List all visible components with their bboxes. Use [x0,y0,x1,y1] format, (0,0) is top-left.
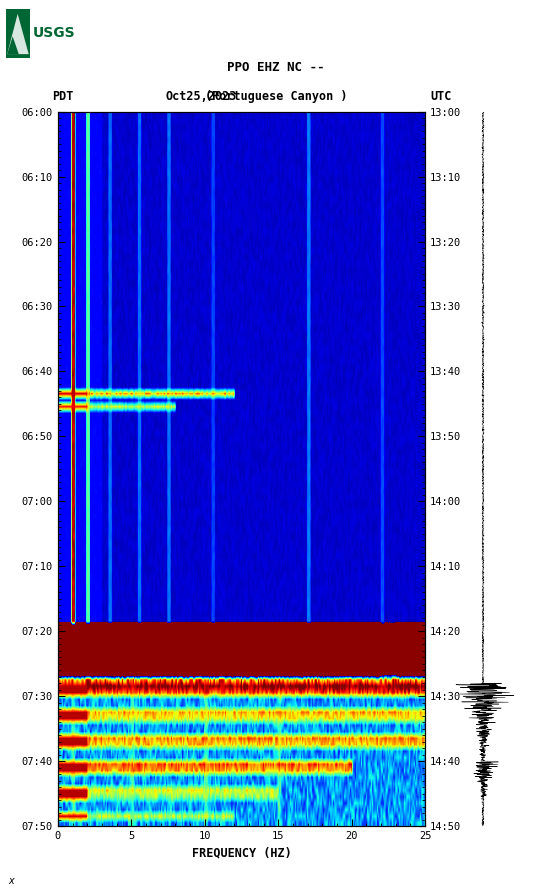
Text: UTC: UTC [431,89,452,103]
Text: PPO EHZ NC --: PPO EHZ NC -- [227,61,325,74]
Text: Oct25,2023: Oct25,2023 [166,89,237,103]
Text: USGS: USGS [33,27,76,40]
Text: PDT: PDT [52,89,74,103]
Polygon shape [7,13,29,54]
Text: (Portuguese Canyon ): (Portuguese Canyon ) [205,89,347,103]
X-axis label: FREQUENCY (HZ): FREQUENCY (HZ) [192,847,291,859]
Text: x: x [8,876,14,886]
Bar [6,9,30,58]
Polygon shape [7,37,19,54]
